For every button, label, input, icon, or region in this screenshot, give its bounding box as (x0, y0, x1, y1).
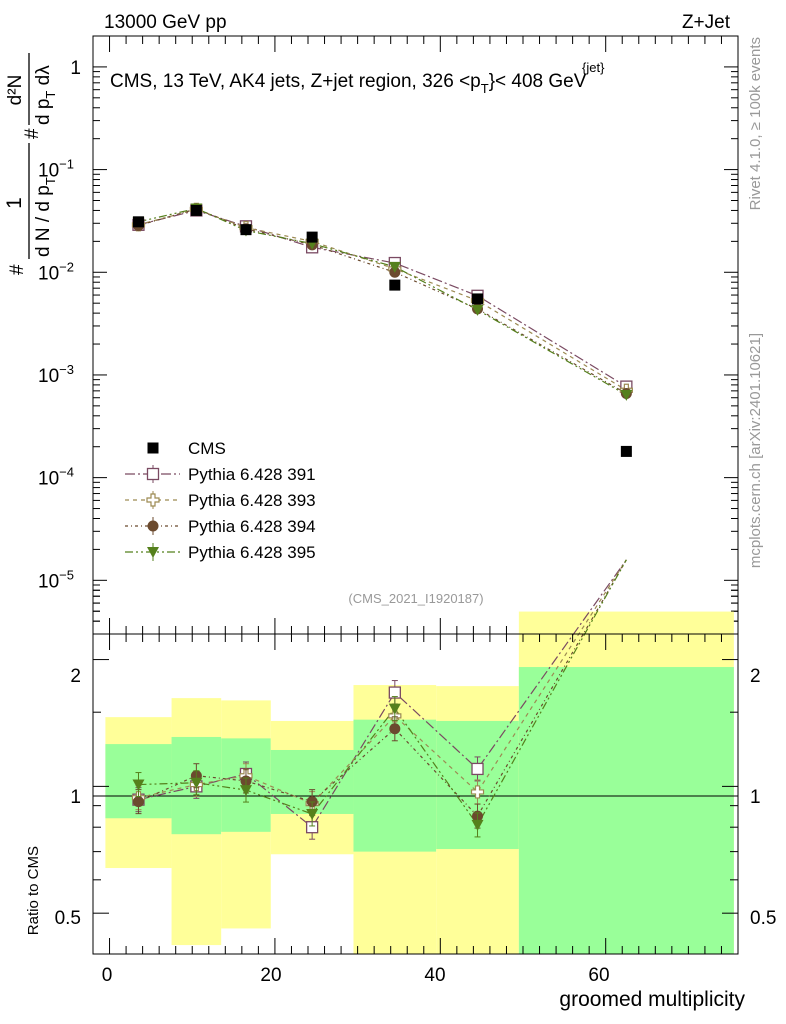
y-label-den-1-sub: T (43, 177, 58, 185)
y-label-den-1: d N / d pT (33, 177, 58, 257)
ratio-y-label: Ratio to CMS (25, 846, 42, 935)
cms-data-point (190, 204, 202, 216)
analysis-id: (CMS_2021_I1920187) (348, 591, 483, 606)
main-ytick-base: 10 (38, 571, 59, 592)
legend-label-3: Pythia 6.428 394 (188, 517, 316, 536)
main-ytick-label: 10−4 (38, 465, 74, 490)
ratio-ytick-label-right-2: 2 (750, 666, 761, 687)
ratio-band-inner (518, 667, 734, 954)
xtick-label-40: 40 (424, 965, 445, 986)
ratio-point-3 (132, 796, 144, 808)
cms-data-point (132, 216, 144, 228)
xtick-label-20: 20 (260, 965, 281, 986)
plot-title-main: CMS, 13 TeV, AK4 jets, Z+jet region, 326… (110, 71, 481, 92)
series-line-3 (138, 208, 627, 395)
main-ytick-exp: −3 (59, 362, 74, 377)
legend-marker-1 (146, 467, 160, 481)
legend-label-4: Pythia 6.428 395 (188, 543, 316, 562)
plot-title-sub: T (481, 81, 489, 96)
ratio-ytick-label-left-2: 2 (70, 666, 81, 687)
ratio-point-4 (306, 808, 319, 820)
legend: CMS Pythia 6.428 391 Pythia 6.428 393 Pythi… (125, 439, 316, 562)
plot-title-end: }< 408 GeV (489, 71, 587, 92)
rivet-label: Rivet 4.1.0, ≥ 100k events (747, 37, 764, 210)
x-axis-label: groomed multiplicity (559, 988, 745, 1011)
cms-data-point (240, 224, 252, 236)
mcplots-label: mcplots.cern.ch [arXiv:2401.10621] (747, 333, 764, 568)
ratio-point-4 (471, 819, 484, 831)
cms-data-point (306, 231, 318, 243)
main-ytick-label: 10−5 (38, 567, 74, 592)
ratio-y-ticks (93, 659, 738, 914)
legend-label-0: CMS (188, 439, 226, 458)
series-line-1 (138, 209, 627, 388)
ratio-ytick-label-right-1: 1 (750, 787, 761, 808)
main-ytick-label: 10−2 (38, 259, 74, 284)
y-label-den-2: d pT dλ (33, 65, 58, 125)
ratio-ytick-label-right-05: 0.5 (750, 908, 776, 929)
series-line-2 (138, 208, 627, 391)
main-ytick-label: 10−3 (38, 362, 74, 387)
ratio-point-4 (190, 777, 203, 789)
y-label-hash-2: # (22, 128, 43, 139)
main-ytick-base: 10 (38, 469, 59, 490)
main-ytick-base: 10 (38, 263, 59, 284)
ratio-point-2 (470, 785, 485, 799)
legend-label-1: Pythia 6.428 391 (188, 465, 316, 484)
legend-marker-3 (147, 520, 159, 532)
main-ytick-base: 10 (38, 366, 59, 387)
ratio-point-4 (388, 703, 401, 715)
ratio-point-4 (132, 779, 145, 791)
main-ytick-exp: −2 (59, 259, 74, 274)
main-y-ticks: 110−110−210−310−410−5 (38, 58, 738, 635)
header-left: 13000 GeV pp (104, 12, 227, 33)
legend-marker-0 (147, 442, 159, 454)
y-label-hash-1: # (7, 264, 28, 275)
plot-title: CMS, 13 TeV, AK4 jets, Z+jet region, 326… (110, 71, 587, 96)
main-ytick-exp: −4 (59, 465, 74, 480)
series-point-4 (388, 261, 401, 273)
xtick-label-60: 60 (588, 965, 609, 986)
y-label-den-2-end: dλ (33, 65, 54, 91)
legend-label-2: Pythia 6.428 393 (188, 491, 316, 510)
ratio-point-4 (239, 785, 252, 797)
ratio-ytick-label-left-05: 0.5 (55, 908, 81, 929)
main-ytick-base: 10 (38, 161, 59, 182)
header-right: Z+Jet (682, 12, 731, 33)
y-label-num-1: 1 (3, 197, 26, 209)
ratio-point-1 (471, 762, 484, 776)
xtick-label-0: 0 (102, 965, 113, 986)
ratio-data-layer (131, 559, 627, 840)
y-label-num-2: d²N (5, 75, 26, 106)
y-label-den-2-sub: T (43, 91, 58, 99)
ratio-x-ticks (109, 634, 722, 954)
legend-marker-2 (146, 493, 160, 507)
main-ytick-exp: −5 (59, 567, 74, 582)
plot-title-sup: {jet} (582, 60, 605, 75)
ratio-point-3 (389, 723, 401, 735)
legend-marker-4 (147, 547, 159, 558)
ratio-ytick-label-left-1: 1 (70, 787, 81, 808)
main-data-layer (131, 202, 633, 457)
cms-data-point (389, 279, 401, 291)
main-ytick-exp: −1 (59, 157, 74, 172)
main-y-label: # 1 d N / d pT # d²N d pT dλ (3, 53, 58, 275)
ratio-frame (92, 633, 739, 955)
series-point-4 (620, 389, 633, 401)
y-label-den-2-text: d p (33, 99, 54, 125)
main-panel: 110−110−210−310−410−5 CMS, 13 TeV, AK4 j… (3, 35, 739, 635)
cms-data-point (620, 445, 632, 457)
main-ytick-label: 10−1 (38, 157, 74, 182)
cms-data-point (472, 293, 484, 305)
ratio-panel: Ratio to CMS 2 1 0.5 2 1 0.5 (25, 559, 776, 955)
series-point-4 (471, 304, 484, 316)
main-ytick-label: 1 (70, 58, 81, 79)
y-label-den-1-text: d N / d p (33, 185, 54, 257)
series-line-4 (138, 207, 627, 396)
